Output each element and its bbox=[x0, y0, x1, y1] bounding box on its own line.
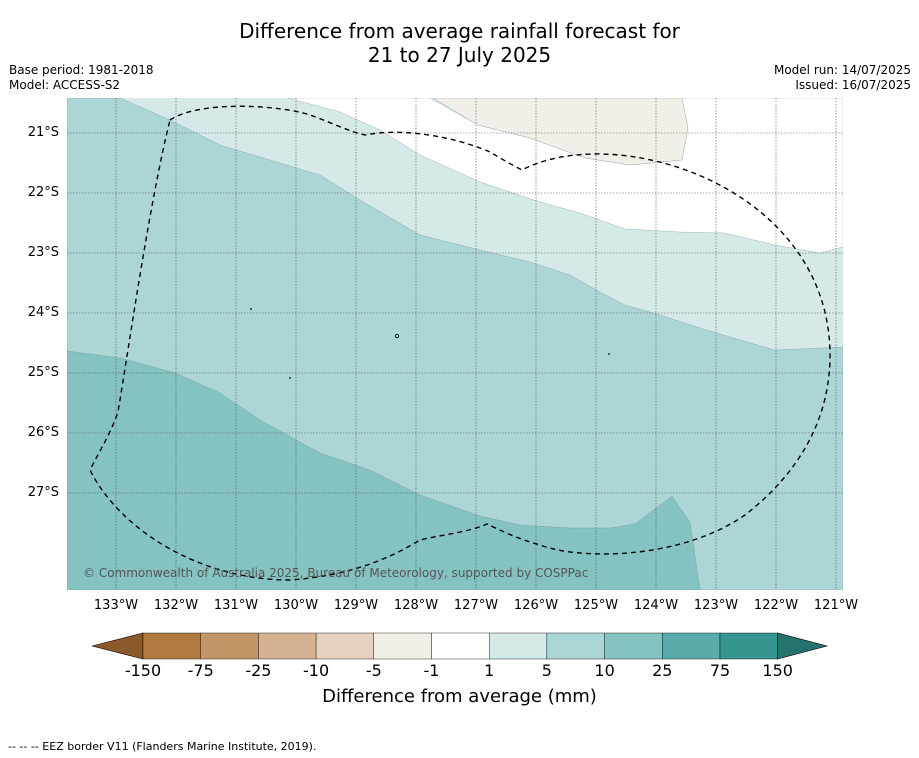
colorbar-swatch bbox=[373, 632, 432, 660]
eez-legend: -- -- -- EEZ border V11 (Flanders Marine… bbox=[8, 740, 317, 753]
lon-label: 122°W bbox=[753, 598, 799, 613]
map-title-line2: 21 to 27 July 2025 bbox=[367, 43, 552, 67]
colorbar-swatch bbox=[315, 632, 375, 660]
base-period-text: Base period: 1981-2018 bbox=[9, 63, 154, 77]
colorbar-swatch bbox=[431, 632, 490, 660]
meta-right: Model run: 14/07/2025 Issued: 16/07/2025 bbox=[774, 63, 911, 93]
lon-label: 132°W bbox=[153, 598, 199, 613]
region-10-to-25 bbox=[67, 350, 701, 590]
colorbar-swatch bbox=[546, 632, 605, 660]
copyright-text: © Commonwealth of Australia 2025, Bureau… bbox=[83, 566, 588, 580]
lat-label: 26°S bbox=[27, 425, 59, 440]
colorbar-tick-label: 75 bbox=[709, 661, 731, 680]
colorbar-swatch bbox=[489, 632, 548, 660]
lat-label: 25°S bbox=[27, 365, 59, 380]
lon-label: 131°W bbox=[213, 598, 259, 613]
lat-label: 23°S bbox=[27, 245, 59, 260]
lon-label: 124°W bbox=[633, 598, 679, 613]
lat-label: 24°S bbox=[27, 305, 59, 320]
lon-label: 128°W bbox=[393, 598, 439, 613]
islands bbox=[250, 308, 610, 379]
colorbar-swatch bbox=[200, 632, 259, 660]
colorbar-tick-label: 150 bbox=[762, 661, 793, 680]
colorbar-tick-label: -1 bbox=[423, 661, 440, 680]
lat-label: 27°S bbox=[27, 485, 59, 500]
rainfall-map: © Commonwealth of Australia 2025, Bureau… bbox=[67, 98, 843, 590]
lon-label: 125°W bbox=[573, 598, 619, 613]
graticule bbox=[67, 98, 843, 590]
map-title-line1: Difference from average rainfall forecas… bbox=[239, 19, 680, 43]
colorbar-swatch bbox=[258, 632, 317, 660]
colorbar-tick-label: 1 bbox=[484, 661, 495, 680]
model-text: Model: ACCESS-S2 bbox=[9, 78, 121, 92]
lon-label: 133°W bbox=[93, 598, 139, 613]
lon-label: 121°W bbox=[813, 598, 859, 613]
colorbar-tick-label: -75 bbox=[187, 661, 214, 680]
lon-label: 130°W bbox=[273, 598, 319, 613]
region-neg1-to-neg5 bbox=[432, 98, 689, 166]
lon-label: 127°W bbox=[453, 598, 499, 613]
colorbar-swatch bbox=[662, 632, 721, 660]
model-run-text: Model run: 14/07/2025 bbox=[773, 63, 911, 77]
meta-left: Base period: 1981-2018 Model: ACCESS-S2 bbox=[9, 63, 154, 93]
colorbar-tick-label: 5 bbox=[541, 661, 552, 680]
colorbar-swatch bbox=[719, 632, 778, 660]
colorbar-high-extend bbox=[777, 632, 829, 660]
lon-label: 126°W bbox=[513, 598, 559, 613]
colorbar-tick-label: -5 bbox=[365, 661, 382, 680]
colorbar-tick-label: -10 bbox=[303, 661, 330, 680]
lat-label: 21°S bbox=[27, 125, 59, 140]
issued-text: Issued: 16/07/2025 bbox=[795, 78, 911, 92]
colorbar-low-extend bbox=[91, 632, 144, 660]
colorbar bbox=[91, 632, 829, 660]
colorbar-swatch bbox=[604, 632, 663, 660]
colorbar-tick-label: -150 bbox=[124, 661, 162, 680]
colorbar-tick-label: -25 bbox=[245, 661, 272, 680]
colorbar-swatch bbox=[142, 632, 201, 660]
lon-label: 129°W bbox=[333, 598, 379, 613]
lon-label: 123°W bbox=[693, 598, 739, 613]
colorbar-title: Difference from average (mm) bbox=[322, 686, 597, 707]
lat-label: 22°S bbox=[27, 185, 59, 200]
colorbar-tick-label: 10 bbox=[594, 661, 615, 680]
eez-border bbox=[89, 105, 831, 581]
colorbar-tick-label: 25 bbox=[652, 661, 673, 680]
